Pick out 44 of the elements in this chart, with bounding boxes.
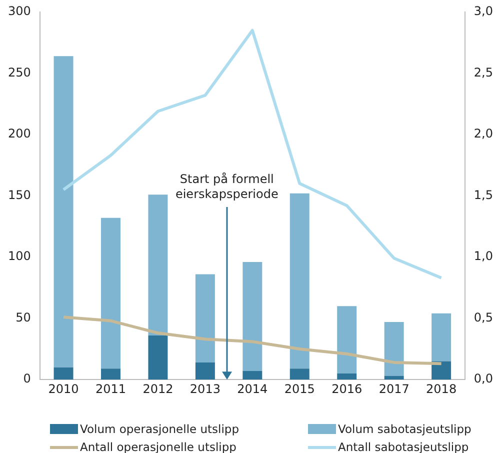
bar bbox=[242, 371, 262, 380]
bar bbox=[432, 313, 452, 362]
x-tick-label: 2012 bbox=[142, 382, 174, 396]
y-tick-label: 0 bbox=[23, 372, 31, 386]
bar bbox=[54, 367, 74, 380]
y2-tick-label: 1,0 bbox=[474, 249, 494, 264]
bar bbox=[242, 262, 262, 372]
y2-tick-label: 2,0 bbox=[474, 126, 494, 141]
y2-tick-label: 3,0 bbox=[474, 4, 494, 18]
bar bbox=[384, 376, 404, 380]
y-tick-label: 200 bbox=[8, 126, 31, 141]
bar bbox=[384, 322, 404, 376]
legend-label: Volum sabotasjeutslipp bbox=[338, 422, 472, 436]
bar bbox=[54, 56, 74, 368]
bar bbox=[101, 218, 120, 369]
x-tick-label: 2018 bbox=[426, 382, 457, 396]
y-tick-label: 150 bbox=[8, 188, 31, 202]
bar bbox=[101, 368, 120, 380]
bar bbox=[290, 193, 310, 369]
y-tick-label: 100 bbox=[8, 249, 31, 264]
y-tick-label: 300 bbox=[8, 4, 31, 18]
bar bbox=[432, 361, 452, 380]
legend-label: Volum operasjonelle utslipp bbox=[80, 422, 240, 436]
bar bbox=[195, 362, 215, 380]
x-tick-label: 2015 bbox=[284, 382, 315, 396]
x-tick-label: 2016 bbox=[332, 382, 362, 396]
annotation: Start på formell eierskapsperiode bbox=[174, 172, 280, 202]
y2-tick-label: 0,5 bbox=[474, 310, 494, 324]
bar bbox=[148, 335, 168, 380]
bar bbox=[337, 373, 357, 380]
y2-tick-label: 1,5 bbox=[474, 188, 494, 202]
y-tick-label: 250 bbox=[8, 65, 31, 80]
bar bbox=[290, 368, 310, 380]
bar bbox=[148, 194, 168, 336]
x-tick-label: 2010 bbox=[48, 382, 79, 396]
y2-tick-label: 2,5 bbox=[474, 65, 494, 80]
x-tick-label: 2017 bbox=[378, 382, 410, 396]
y2-tick-label: 0,0 bbox=[474, 372, 494, 386]
bar bbox=[195, 274, 215, 362]
x-tick-label: 2013 bbox=[190, 382, 220, 396]
x-tick-label: 2014 bbox=[237, 382, 268, 396]
bar bbox=[337, 306, 357, 374]
y-tick-label: 50 bbox=[16, 310, 31, 324]
x-tick-label: 2011 bbox=[95, 382, 126, 396]
